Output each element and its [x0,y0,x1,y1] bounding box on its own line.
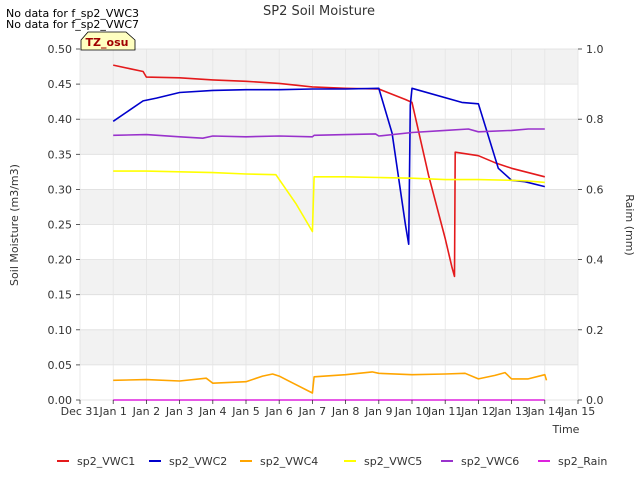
x-tick-label: Jan 9 [364,405,392,418]
y-tick-label: 0.30 [48,183,73,196]
y2-tick-label: 0.4 [586,254,604,267]
x-tick-label: Jan 12 [460,405,495,418]
y-tick-label: 0.20 [48,254,73,267]
y-tick-label: 0.50 [48,43,73,56]
plot-band [80,189,578,225]
series-line-sp2_VWC6 [113,128,545,139]
x-tick-label: Jan 14 [527,405,562,418]
no-data-note-2: No data for f_sp2_VWC7 [6,18,140,31]
x-tick-label: Jan 2 [132,405,160,418]
series-line-sp2_VWC2 [112,87,545,245]
plot-band [80,329,578,365]
series-line-sp2_VWC5 [113,170,545,233]
x-tick-label: Jan 13 [493,405,528,418]
plot-band [80,49,578,85]
x-tick-label: Jan 10 [394,405,429,418]
y-tick-label: 0.35 [48,148,73,161]
y-tick-label: 0.15 [48,289,73,302]
y-tick-label: 0.45 [48,78,73,91]
chart-title: SP2 Soil Moisture [263,4,375,19]
plot-band [80,119,578,155]
x-tick-label: Jan 4 [198,405,226,418]
y2-tick-label: 0.2 [586,324,604,337]
x-tick-label: Jan 8 [331,405,359,418]
y-tick-label: 0.10 [48,324,73,337]
tz-badge-label: TZ_osu [86,36,129,49]
legend-label-sp2_VWC6: sp2_VWC6 [461,455,519,468]
x-tick-label: Jan 5 [231,405,259,418]
x-tick-label: Dec 31 [61,405,100,418]
x-tick-label: Jan 15 [560,405,595,418]
x-axis-label: Time [552,423,580,436]
legend-label-sp2_Rain: sp2_Rain [558,455,607,468]
legend-label-sp2_VWC1: sp2_VWC1 [77,455,135,468]
y-tick-label: 0.05 [48,359,73,372]
y-tick-label: 0.25 [48,219,73,232]
legend-label-sp2_VWC5: sp2_VWC5 [364,455,422,468]
x-tick-label: Jan 3 [165,405,193,418]
y2-tick-label: 0.6 [586,183,604,196]
y2-tick-label: 0.8 [586,113,604,126]
legend-label-sp2_VWC2: sp2_VWC2 [169,455,227,468]
series-line-sp2_VWC1 [113,64,545,278]
y-axis-label: Soil Moisture (m3/m3) [8,164,21,286]
tz-badge: TZ_osu [80,31,136,51]
x-tick-label: Jan 7 [298,405,326,418]
y2-tick-label: 0.0 [586,394,604,407]
x-tick-label: Jan 1 [98,405,126,418]
y-tick-label: 0.40 [48,113,73,126]
y-tick-label: 0.00 [48,394,73,407]
legend-label-sp2_VWC4: sp2_VWC4 [260,455,318,468]
y2-tick-label: 1.0 [586,43,604,56]
plot-band [80,259,578,295]
no-data-note-1: No data for f_sp2_VWC3 [6,7,140,20]
series-line-sp2_VWC4 [113,371,548,394]
y2-axis-label: Raim (mm) [623,194,636,255]
x-tick-label: Jan 11 [427,405,462,418]
x-tick-label: Jan 6 [264,405,292,418]
